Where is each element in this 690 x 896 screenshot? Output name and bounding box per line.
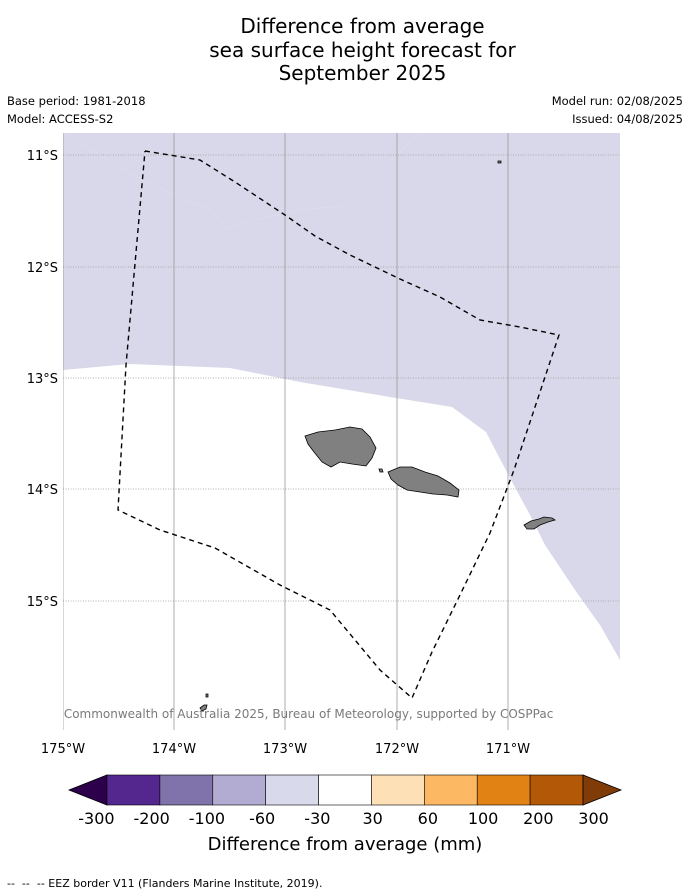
lon-tick-label: 171°W bbox=[486, 742, 530, 757]
lon-tick-label: 175°W bbox=[41, 742, 85, 757]
island-small-south bbox=[199, 704, 208, 712]
island-tutuila bbox=[523, 516, 556, 530]
colorbar-tick-label: 30 bbox=[362, 809, 382, 828]
lon-tick-label: 173°W bbox=[263, 742, 307, 757]
lat-tick-label: 13°S bbox=[27, 372, 58, 387]
base-period-text: Base period: 1981-2018 bbox=[7, 94, 146, 108]
title-line-1: Difference from average bbox=[240, 14, 485, 38]
lat-tick-label: 15°S bbox=[27, 595, 58, 610]
lat-tick-label: 12°S bbox=[27, 261, 58, 276]
island-savaii bbox=[304, 426, 377, 468]
colorbar-under-arrow bbox=[67, 774, 108, 806]
colorbar-segment bbox=[318, 774, 372, 806]
colorbar-segments bbox=[106, 774, 584, 806]
colorbar-tick-label: 100 bbox=[468, 809, 499, 828]
colorbar-segment bbox=[212, 774, 266, 806]
anomaly-region-main bbox=[63, 133, 620, 660]
colorbar-tick-label: 60 bbox=[418, 809, 438, 828]
colorbar-over-arrow bbox=[582, 774, 623, 806]
colorbar-tick-label: -300 bbox=[78, 809, 114, 828]
colorbar-tick-label: 300 bbox=[578, 809, 609, 828]
map-figure: © Commonwealth of Australia 2025, Bureau… bbox=[27, 133, 623, 855]
island-upolu bbox=[387, 466, 460, 498]
colorbar-segment bbox=[476, 774, 531, 806]
colorbar-segment bbox=[106, 774, 161, 806]
copyright-notice: © Commonwealth of Australia 2025, Bureau… bbox=[48, 707, 553, 721]
colorbar-segment bbox=[371, 774, 425, 806]
model-text: Model: ACCESS-S2 bbox=[7, 112, 114, 126]
lon-tick-labels: 175°W 174°W 173°W 172°W 171°W bbox=[41, 742, 530, 757]
gridlines bbox=[63, 133, 620, 730]
land bbox=[199, 160, 556, 712]
map-area: © Commonwealth of Australia 2025, Bureau… bbox=[48, 133, 620, 730]
colorbar-segment bbox=[424, 774, 478, 806]
colorbar-segment bbox=[159, 774, 214, 806]
anomaly-region-upper-left bbox=[63, 133, 420, 229]
lat-tick-label: 14°S bbox=[27, 483, 58, 498]
colorbar: -300 -200 -100 -60 -30 30 60 100 200 300 Differen… bbox=[67, 774, 623, 855]
island-tiny-south bbox=[205, 693, 209, 698]
title-line-2: sea surface height forecast for bbox=[209, 37, 516, 62]
issued-text: Issued: 04/08/2025 bbox=[572, 112, 683, 126]
chart-title: Difference from average sea surface heig… bbox=[0, 14, 690, 86]
colorbar-tick-label: -60 bbox=[249, 809, 275, 828]
island-manono bbox=[378, 468, 384, 473]
colorbar-tick-label: -100 bbox=[189, 809, 225, 828]
colorbar-tick-label: 200 bbox=[523, 809, 554, 828]
model-run-text: Model run: 02/08/2025 bbox=[551, 94, 683, 108]
title-line-3: September 2025 bbox=[278, 61, 447, 85]
colorbar-tick-labels: -300 -200 -100 -60 -30 30 60 100 200 300 bbox=[78, 809, 609, 828]
eez-footnote: -- -- -- EEZ border V11 (Flanders Marine… bbox=[7, 877, 323, 890]
colorbar-segment bbox=[529, 774, 584, 806]
lat-tick-label: 11°S bbox=[27, 149, 58, 164]
colorbar-segment bbox=[265, 774, 319, 806]
lon-tick-label: 174°W bbox=[152, 742, 196, 757]
lon-tick-label: 172°W bbox=[375, 742, 419, 757]
colorbar-tick-label: -200 bbox=[134, 809, 170, 828]
colorbar-tick-label: -30 bbox=[304, 809, 330, 828]
lat-tick-labels: 11°S 12°S 13°S 14°S 15°S bbox=[27, 149, 58, 610]
colorbar-title: Difference from average (mm) bbox=[208, 834, 483, 855]
island-swains bbox=[497, 160, 502, 164]
